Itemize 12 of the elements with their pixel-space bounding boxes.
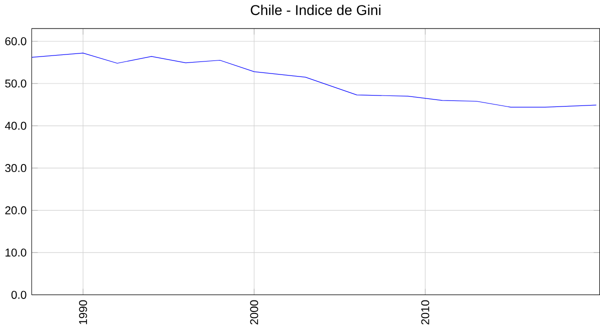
y-tick-label: 60.0 (5, 37, 26, 46)
y-tick-label: 0.0 (11, 290, 26, 299)
chart-title: Chile - Indice de Gini (250, 4, 380, 16)
y-tick-label: 10.0 (6, 248, 26, 257)
x-tick-label: 1990 (79, 300, 88, 324)
x-tick-label: 2000 (250, 300, 258, 325)
y-tick-label: 50.0 (5, 80, 26, 88)
y-tick-label: 30.0 (5, 164, 26, 172)
y-tick-label: 20.0 (5, 206, 26, 214)
y-tick-label: 40.0 (4, 122, 26, 130)
x-tick-label: 2010 (421, 300, 430, 325)
line-series (32, 52, 597, 108)
